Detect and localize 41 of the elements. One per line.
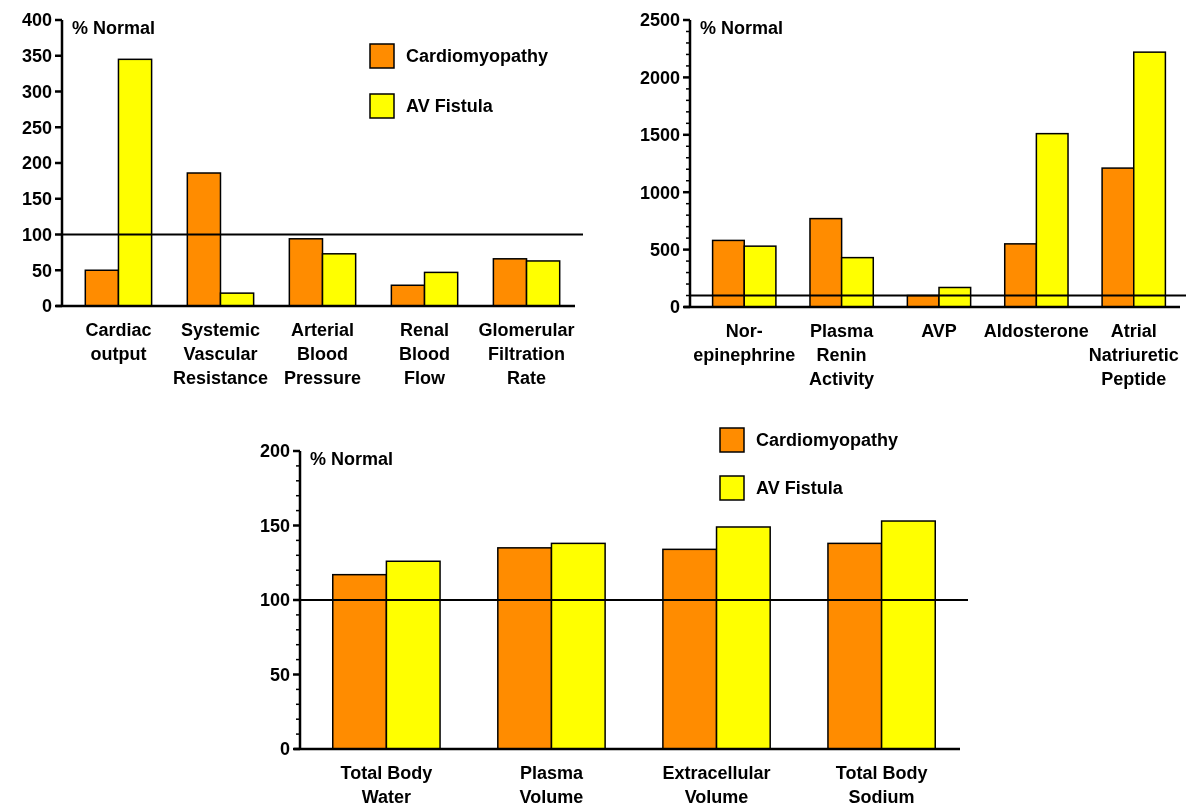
x-tick-label: Extracellular Volume <box>662 763 771 807</box>
y-tick-label: 150 <box>259 515 290 536</box>
y-tick-label: 350 <box>21 46 52 67</box>
y-tick-label: 50 <box>269 664 290 685</box>
x-tick-label: Cardiac output <box>85 320 152 364</box>
x-tick-label: Renal Blood Flow <box>399 320 451 388</box>
x-tick-label: Plasma Renin Activity <box>809 321 875 389</box>
x-tick-label: AVP <box>921 321 957 341</box>
y-tick-label: 0 <box>41 296 52 317</box>
x-tick-label: Nor-epinephrine <box>693 321 796 365</box>
y-tick-label: 1500 <box>639 125 680 146</box>
x-tick-label: Atrial Natriuretic Peptide <box>1088 321 1179 389</box>
legend-label: Cardiomyopathy <box>406 46 549 67</box>
y-axis-title: % Normal <box>310 449 394 469</box>
y-tick-label: 1000 <box>639 182 680 203</box>
x-tick-label: Aldosterone <box>983 321 1089 341</box>
y-tick-label: 100 <box>259 590 290 611</box>
x-tick-label: Plasma Volume <box>519 763 584 807</box>
y-axis-title: % Normal <box>72 18 156 38</box>
x-tick-label: Total Body Water <box>340 763 433 807</box>
y-axis-title: % Normal <box>700 18 784 38</box>
y-tick-label: 0 <box>279 739 290 760</box>
y-tick-label: 50 <box>31 260 52 281</box>
y-tick-label: 0 <box>669 297 680 318</box>
x-tick-label: Arterial Blood Pressure <box>283 320 362 388</box>
legend-label: AV Fistula <box>406 96 494 117</box>
x-tick-label: Glomerular Filtration Rate <box>478 320 575 388</box>
y-tick-label: 300 <box>21 81 52 102</box>
legend-label: Cardiomyopathy <box>756 430 899 451</box>
y-tick-label: 500 <box>649 239 680 260</box>
y-tick-label: 100 <box>21 224 52 245</box>
y-tick-label: 200 <box>259 441 290 462</box>
legend-label: AV Fistula <box>756 478 844 499</box>
y-tick-label: 2000 <box>639 67 680 88</box>
y-tick-label: 250 <box>21 117 52 138</box>
y-tick-label: 200 <box>21 153 52 174</box>
y-tick-label: 2500 <box>639 10 680 31</box>
y-tick-label: 400 <box>21 10 52 31</box>
x-tick-label: Total Body Sodium <box>835 763 928 807</box>
y-tick-label: 150 <box>21 189 52 210</box>
x-tick-label: Systemic Vascular Resistance <box>172 320 269 388</box>
